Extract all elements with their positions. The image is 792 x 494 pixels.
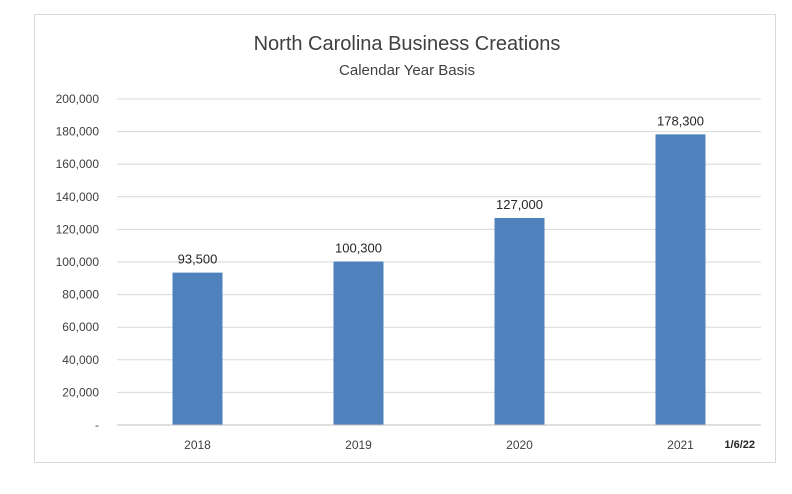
y-tick-label: 140,000 xyxy=(56,190,100,204)
bar-chart: North Carolina Business Creations Calend… xyxy=(56,33,761,452)
chart-date-footnote: 1/6/22 xyxy=(724,439,755,451)
x-tick-label-2020: 2020 xyxy=(506,438,533,452)
y-tick-label: 200,000 xyxy=(56,92,100,106)
y-axis-ticks: - 20,000 40,000 60,000 80,000 100,000 120,000 1… xyxy=(56,92,100,432)
y-tick-label: - xyxy=(95,418,99,432)
data-label-2018: 93,500 xyxy=(178,252,218,267)
data-label-2020: 127,000 xyxy=(496,197,543,212)
x-tick-label-2018: 2018 xyxy=(184,438,211,452)
y-tick-label: 160,000 xyxy=(56,157,100,171)
y-tick-label: 20,000 xyxy=(62,385,99,399)
bar-2020 xyxy=(494,217,545,425)
y-tick-label: 120,000 xyxy=(56,222,100,236)
x-axis-ticks: 2018 2019 2020 2021 xyxy=(184,438,694,452)
gridlines xyxy=(117,98,761,393)
chart-title: North Carolina Business Creations xyxy=(254,33,561,55)
bar-2021 xyxy=(655,134,706,425)
bar-2018 xyxy=(172,272,223,425)
data-label-2021: 178,300 xyxy=(657,113,704,128)
y-tick-label: 80,000 xyxy=(62,288,99,302)
bars xyxy=(172,134,706,425)
data-label-2019: 100,300 xyxy=(335,241,382,256)
data-labels: 93,500 100,300 127,000 178,300 xyxy=(178,113,704,266)
x-tick-label-2019: 2019 xyxy=(345,438,372,452)
chart-subtitle: Calendar Year Basis xyxy=(339,62,475,79)
y-tick-label: 60,000 xyxy=(62,320,99,334)
chart-frame: North Carolina Business Creations Calend… xyxy=(34,14,776,463)
y-tick-label: 40,000 xyxy=(62,353,99,367)
x-tick-label-2021: 2021 xyxy=(667,438,694,452)
y-tick-label: 100,000 xyxy=(56,255,100,269)
bar-2019 xyxy=(333,261,384,425)
y-tick-label: 180,000 xyxy=(56,125,100,139)
